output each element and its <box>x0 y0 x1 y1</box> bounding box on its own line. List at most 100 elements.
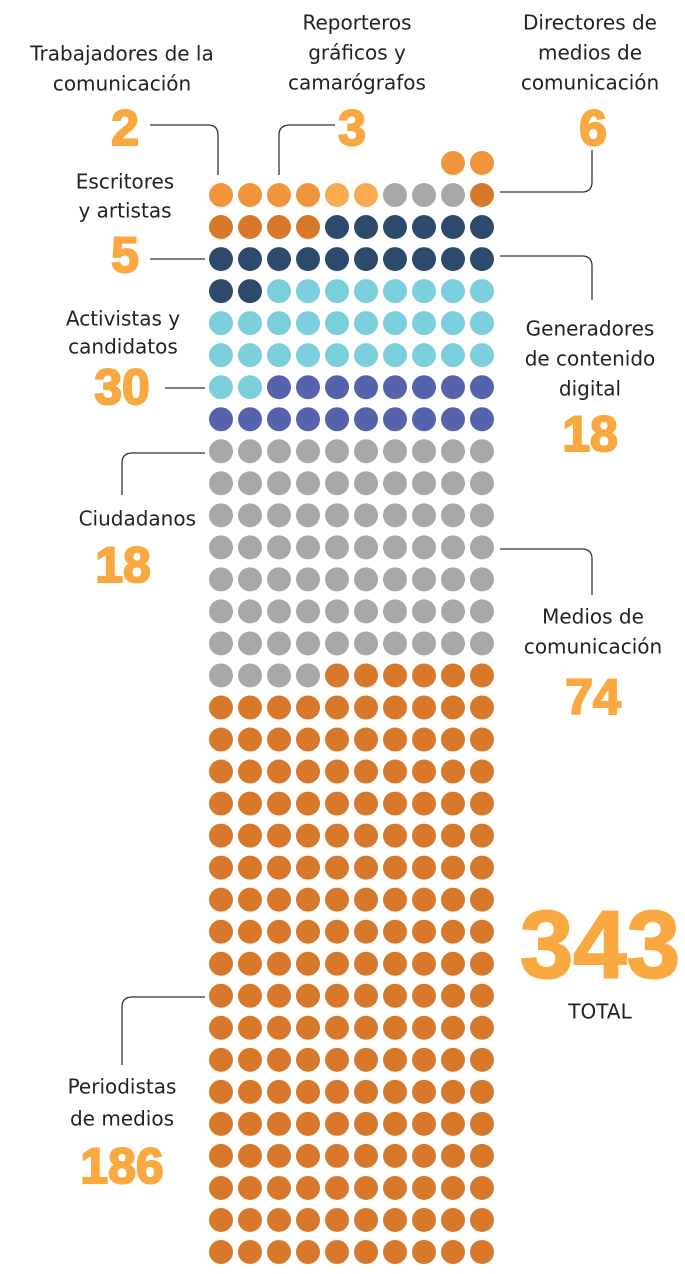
waffle-dot <box>470 407 494 432</box>
waffle-dot <box>383 1047 407 1072</box>
waffle-dot <box>441 983 465 1008</box>
waffle-dot <box>470 1175 494 1200</box>
waffle-dot <box>238 727 262 752</box>
waffle-dot <box>238 823 262 848</box>
waffle-dot <box>325 503 349 528</box>
waffle-dot <box>209 791 233 816</box>
waffle-dot <box>441 1047 465 1072</box>
waffle-dot <box>209 183 233 208</box>
waffle-dot <box>325 823 349 848</box>
waffle-dot <box>354 279 378 304</box>
waffle-dot <box>267 215 291 240</box>
waffle-dot <box>267 503 291 528</box>
waffle-dot <box>238 215 262 240</box>
waffle-dot <box>238 1240 262 1264</box>
waffle-dot <box>470 1015 494 1040</box>
waffle-dot <box>267 471 291 496</box>
waffle-dot <box>383 951 407 976</box>
waffle-dot <box>470 631 494 656</box>
waffle-dot <box>470 503 494 528</box>
waffle-dot <box>470 375 494 400</box>
waffle-dot <box>296 247 320 272</box>
waffle-dot <box>412 311 436 336</box>
waffle-dot <box>267 1175 291 1200</box>
waffle-dot <box>267 791 291 816</box>
waffle-dot <box>441 279 465 304</box>
waffle-dot <box>296 215 320 240</box>
waffle-dot <box>383 1240 407 1264</box>
waffle-dot <box>383 823 407 848</box>
waffle-dot <box>209 695 233 720</box>
waffle-dot <box>267 663 291 688</box>
waffle-dot <box>412 1015 436 1040</box>
waffle-dot <box>354 663 378 688</box>
waffle-dot <box>238 951 262 976</box>
waffle-dot <box>354 343 378 368</box>
waffle-dot <box>354 1047 378 1072</box>
waffle-dot <box>412 343 436 368</box>
waffle-dot <box>354 1111 378 1136</box>
waffle-dot <box>296 311 320 336</box>
waffle-dot <box>209 1143 233 1168</box>
waffle-dot <box>470 791 494 816</box>
waffle-dot <box>238 983 262 1008</box>
waffle-dot <box>441 1175 465 1200</box>
waffle-dot <box>354 471 378 496</box>
waffle-dot <box>441 535 465 560</box>
waffle-dot <box>296 471 320 496</box>
leader-line <box>278 124 335 175</box>
waffle-dot <box>296 375 320 400</box>
waffle-dot <box>296 407 320 432</box>
waffle-dot <box>238 1079 262 1104</box>
waffle-dot <box>238 1015 262 1040</box>
waffle-dot <box>441 855 465 880</box>
waffle-dot <box>470 279 494 304</box>
waffle-dot <box>412 1047 436 1072</box>
waffle-dot <box>470 1079 494 1104</box>
waffle-dot <box>296 1047 320 1072</box>
waffle-dot <box>383 439 407 464</box>
waffle-dot <box>383 791 407 816</box>
waffle-dot <box>325 855 349 880</box>
waffle-dot <box>209 1175 233 1200</box>
waffle-dot <box>412 599 436 624</box>
waffle-dot <box>383 631 407 656</box>
waffle-dot <box>296 567 320 592</box>
waffle-dot <box>267 439 291 464</box>
waffle-dot <box>470 1240 494 1264</box>
waffle-dot <box>209 503 233 528</box>
waffle-dot <box>412 183 436 208</box>
waffle-dot <box>296 183 320 208</box>
waffle-dot <box>354 503 378 528</box>
waffle-dot <box>354 1207 378 1232</box>
waffle-dot <box>296 279 320 304</box>
waffle-dot <box>354 695 378 720</box>
waffle-dot <box>470 695 494 720</box>
waffle-dot <box>354 375 378 400</box>
waffle-dot <box>325 439 349 464</box>
waffle-dot <box>238 887 262 912</box>
waffle-dot <box>296 599 320 624</box>
waffle-dot <box>209 759 233 784</box>
waffle-dot <box>383 983 407 1008</box>
waffle-dot <box>325 343 349 368</box>
waffle-dot <box>209 1207 233 1232</box>
category-label: y artistas <box>78 199 171 223</box>
waffle-dot <box>441 247 465 272</box>
category-label: Directores de <box>523 11 657 35</box>
waffle-dot <box>383 471 407 496</box>
category-label: Medios de <box>542 605 644 629</box>
waffle-dot <box>238 919 262 944</box>
waffle-dot <box>412 503 436 528</box>
waffle-dot <box>267 183 291 208</box>
waffle-dot <box>325 951 349 976</box>
category-label: comunicación <box>53 72 191 96</box>
waffle-dot <box>238 695 262 720</box>
waffle-dot <box>209 983 233 1008</box>
waffle-dot <box>209 1015 233 1040</box>
waffle-dot <box>412 791 436 816</box>
waffle-dot <box>267 1079 291 1104</box>
leader-line <box>121 452 205 495</box>
waffle-dot <box>354 1143 378 1168</box>
waffle-dot <box>383 1111 407 1136</box>
